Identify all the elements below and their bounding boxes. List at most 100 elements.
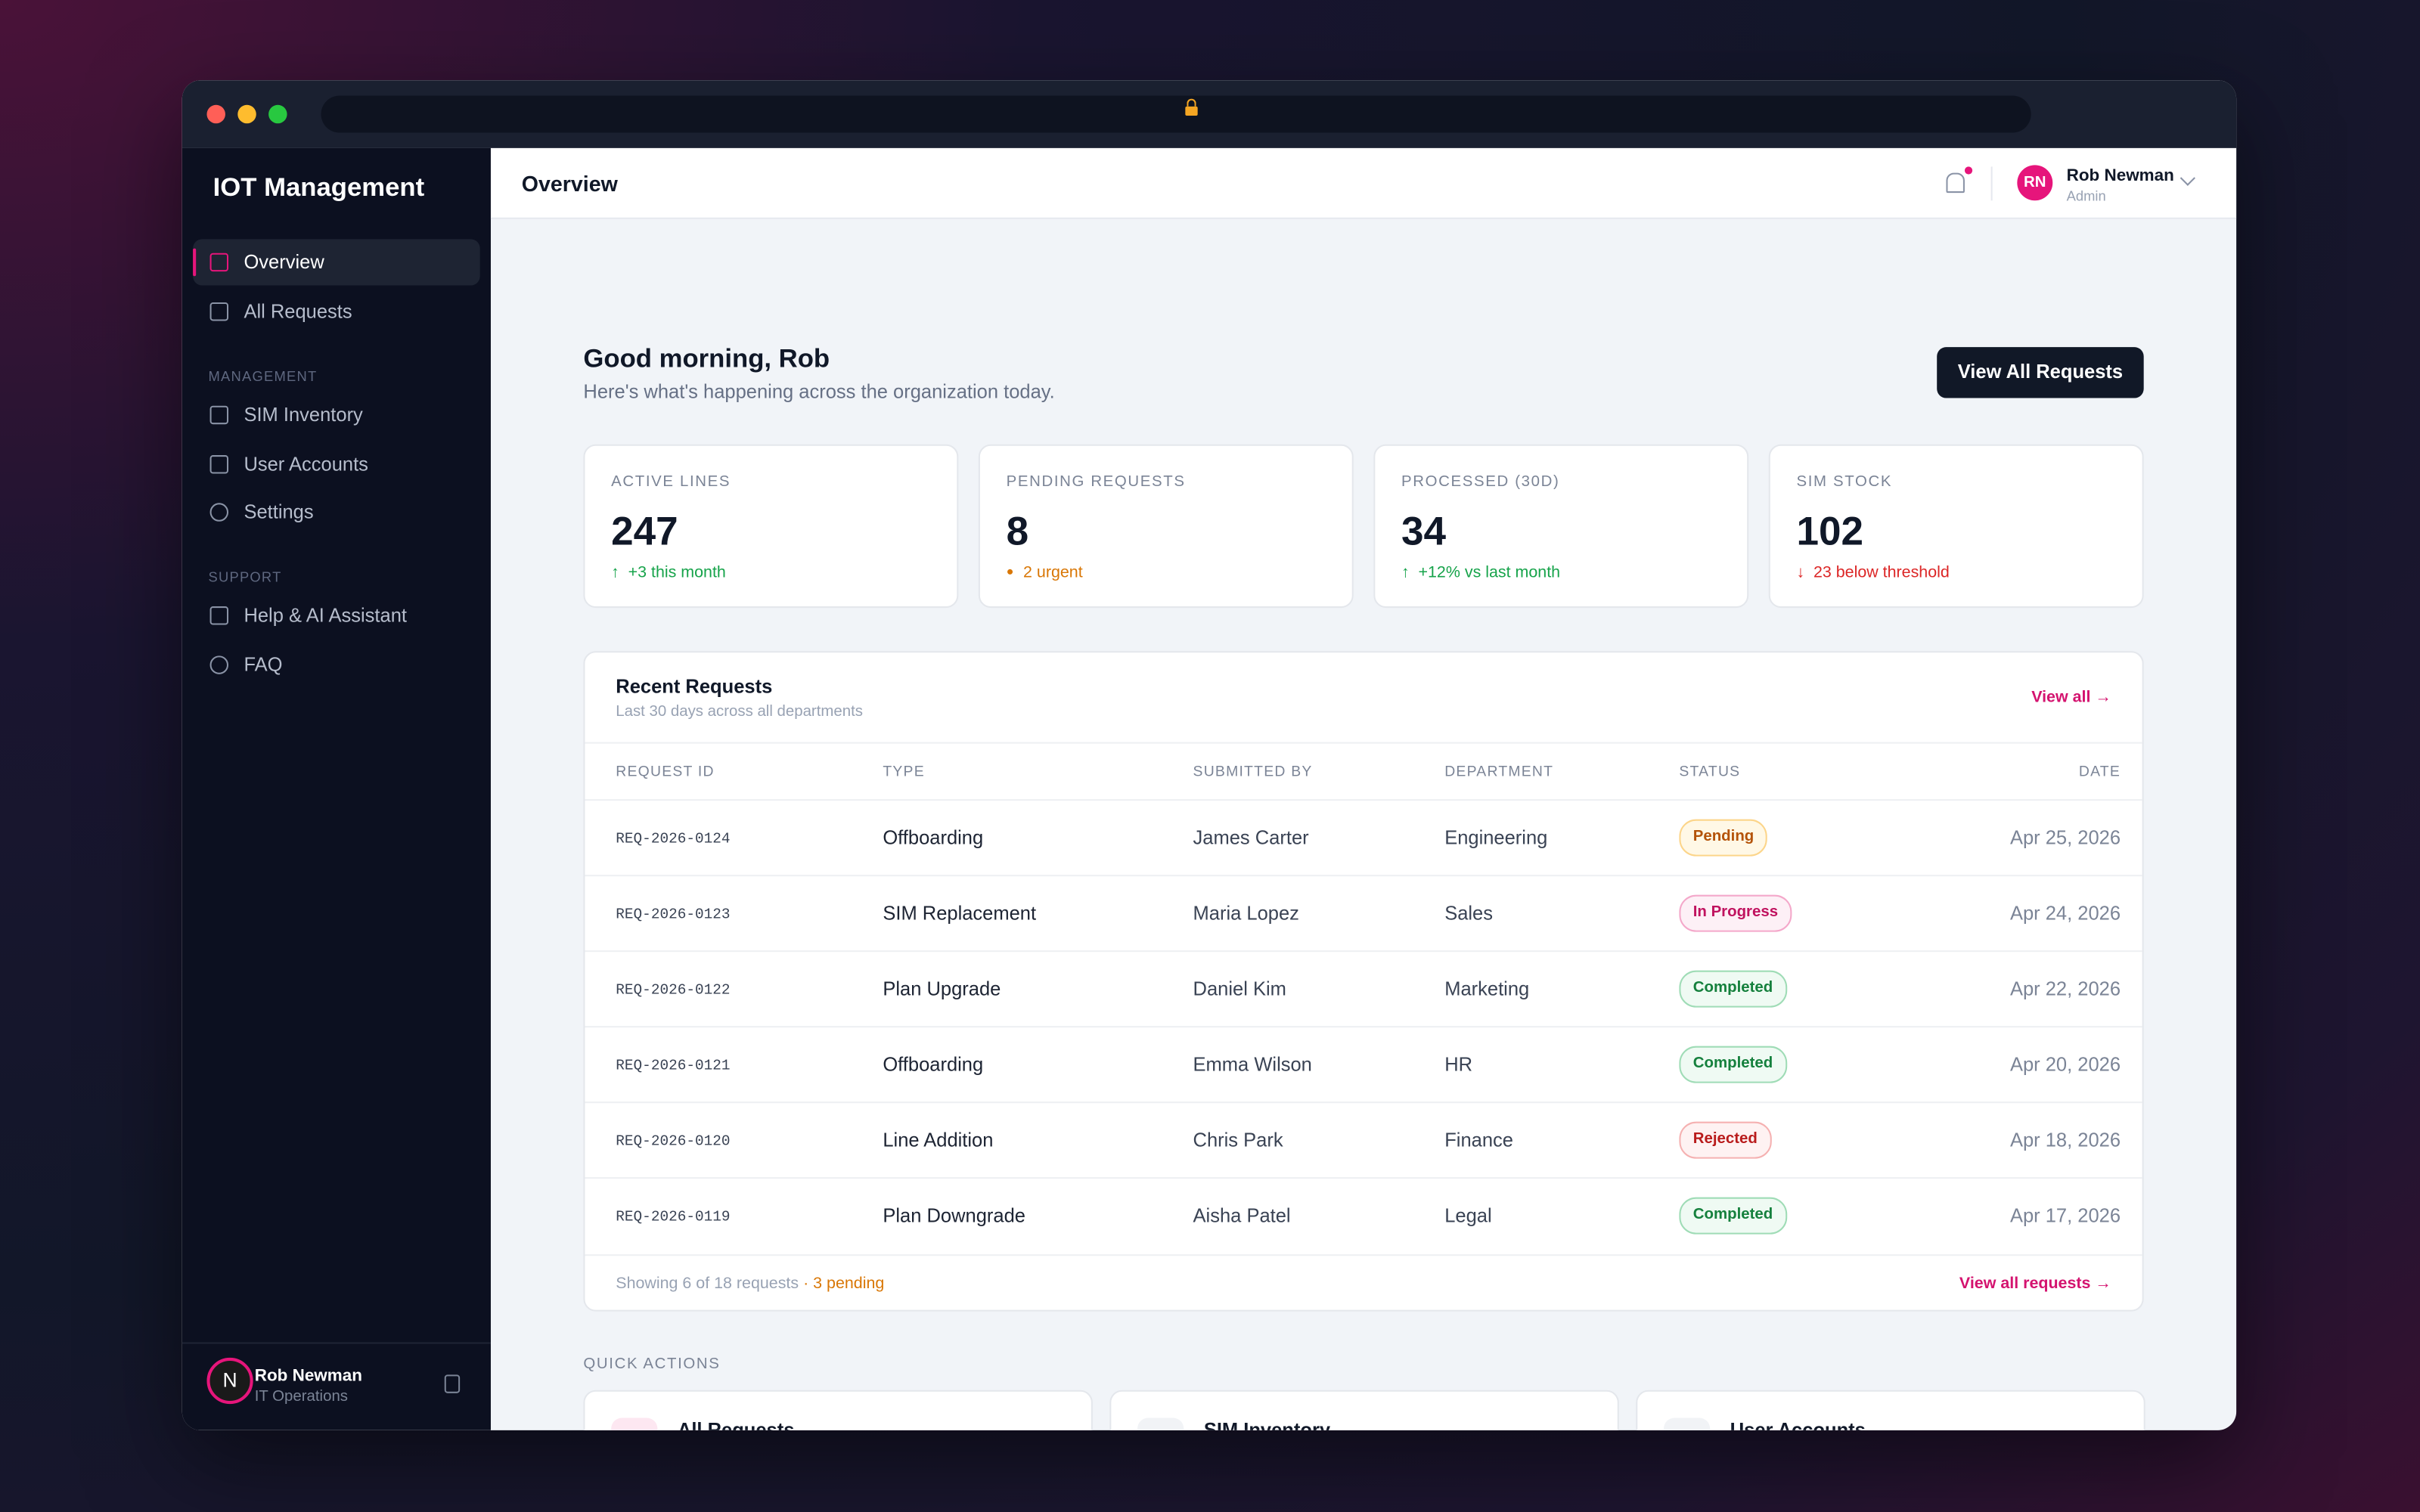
- status-badge: Pending: [1679, 819, 1768, 857]
- nav-label: Help & AI Assistant: [244, 604, 407, 627]
- column-header: REQUEST ID: [616, 764, 715, 781]
- notification-bell[interactable]: [1946, 166, 1973, 194]
- status-badge: In Progress: [1679, 894, 1792, 932]
- nav-label: All Requests: [244, 300, 352, 323]
- content: Good morning, Rob Here's what's happenin…: [491, 219, 2236, 1430]
- table-title: Recent Requests: [616, 675, 773, 698]
- nav-item[interactable]: FAQ: [193, 642, 480, 688]
- stat-card: SIM STOCK 102 23 below threshold: [1768, 444, 2144, 609]
- date: Apr 20, 2026: [2009, 1053, 2121, 1076]
- greeting-subtitle: Here's what's happening across the organ…: [583, 381, 1055, 403]
- stat-note: 23 below threshold: [1796, 563, 1949, 581]
- header-avatar[interactable]: RN: [2017, 165, 2053, 201]
- view-all-requests-button[interactable]: View All Requests: [1937, 347, 2144, 398]
- nav-label: Settings: [244, 501, 314, 523]
- brand: IOT Management: [213, 172, 425, 203]
- sidebar-user[interactable]: N Rob Newman IT Operations: [182, 1342, 491, 1430]
- nav-item[interactable]: Help & AI Assistant: [193, 593, 480, 639]
- address-bar[interactable]: [321, 95, 2031, 133]
- notification-dot: [1964, 166, 1973, 175]
- requests-card: Recent Requests Last 30 days across all …: [583, 651, 2144, 1312]
- header-user-name: Rob Newman: [2066, 166, 2174, 185]
- request-id: REQ-2026-0122: [616, 981, 731, 999]
- footer-pending: · 3 pending: [803, 1274, 885, 1294]
- quick-action-icon: [1137, 1418, 1184, 1430]
- stat-note: +3 this month: [611, 563, 726, 581]
- stat-value: 8: [1006, 507, 1029, 554]
- status-badge: Completed: [1679, 1197, 1787, 1235]
- table-subtitle: Last 30 days across all departments: [616, 703, 863, 721]
- table-footer: Showing 6 of 18 requests · 3 pending: [616, 1275, 884, 1293]
- table-row[interactable]: REQ-2026-0121 Offboarding Emma Wilson HR Com…: [585, 1026, 2142, 1103]
- quick-action-title: User Accounts: [1730, 1420, 1866, 1430]
- column-header: DATE: [2078, 764, 2121, 781]
- department: Engineering: [1444, 826, 1548, 849]
- status-badge: Rejected: [1679, 1121, 1772, 1159]
- nav-icon: [209, 655, 229, 674]
- request-type: Offboarding: [883, 826, 984, 849]
- quick-action[interactable]: All RequestsReview and manage pending it…: [583, 1390, 1093, 1430]
- maximize-button[interactable]: [268, 104, 287, 124]
- lock-icon: [1185, 98, 1198, 116]
- table-row[interactable]: REQ-2026-0120 Line Addition Chris Park Fina…: [585, 1101, 2142, 1179]
- date: Apr 18, 2026: [2009, 1129, 2121, 1151]
- request-id: REQ-2026-0124: [616, 829, 731, 847]
- column-header: TYPE: [883, 764, 925, 781]
- user-menu-chevron[interactable]: [2180, 170, 2195, 186]
- request-type: Plan Upgrade: [883, 978, 1001, 1000]
- logout-button[interactable]: [444, 1374, 461, 1393]
- section-title: MANAGEMENT: [208, 368, 318, 385]
- header-user-role: Admin: [2066, 187, 2106, 204]
- nav-label: SIM Inventory: [244, 404, 363, 426]
- stat-card: PROCESSED (30D) 34 +12% vs last month: [1373, 444, 1749, 609]
- quick-action-icon: [611, 1418, 658, 1430]
- column-header: SUBMITTED BY: [1193, 764, 1313, 781]
- divider: [585, 1254, 2142, 1256]
- nav-icon: [209, 455, 229, 474]
- avatar: N: [206, 1357, 253, 1405]
- view-all-requests-link[interactable]: View all requests →: [1959, 1274, 2111, 1294]
- department: Sales: [1444, 902, 1494, 925]
- title-bar: [182, 80, 2237, 148]
- stat-value: 247: [611, 507, 678, 554]
- stat-card: PENDING REQUESTS 8 2 urgent: [978, 444, 1354, 609]
- greeting-title: Good morning, Rob: [583, 344, 830, 373]
- divider: [585, 742, 2142, 744]
- nav-item[interactable]: All Requests: [193, 289, 480, 335]
- date: Apr 17, 2026: [2009, 1204, 2121, 1227]
- header: Overview RN Rob Newman Admin: [490, 147, 2237, 219]
- department: Finance: [1444, 1129, 1513, 1151]
- nav-icon: [209, 503, 229, 522]
- column-header: DEPARTMENT: [1444, 764, 1554, 781]
- table-row[interactable]: REQ-2026-0124 Offboarding James Carter Engi…: [585, 799, 2142, 876]
- request-id: REQ-2026-0123: [616, 905, 731, 923]
- table-row[interactable]: REQ-2026-0122 Plan Upgrade Daniel Kim Marke…: [585, 950, 2142, 1027]
- stat-note: 2 urgent: [1007, 563, 1083, 581]
- user-role: IT Operations: [254, 1388, 349, 1406]
- section-title: SUPPORT: [208, 569, 282, 585]
- nav-icon: [209, 405, 229, 425]
- view-all-link[interactable]: View all →: [2031, 688, 2111, 707]
- table-row[interactable]: REQ-2026-0119 Plan Downgrade Aisha Patel Le…: [585, 1177, 2142, 1254]
- table-row[interactable]: REQ-2026-0123 SIM Replacement Maria Lopez S…: [585, 875, 2142, 952]
- quick-action[interactable]: User AccountsManage employee accounts an…: [1636, 1390, 2145, 1430]
- footer-count: Showing 6 of 18 requests: [616, 1274, 799, 1294]
- nav-item[interactable]: SIM Inventory: [193, 392, 480, 438]
- request-id: REQ-2026-0119: [616, 1207, 731, 1225]
- nav-item[interactable]: Settings: [193, 489, 480, 535]
- nav-label: User Accounts: [244, 453, 368, 476]
- quick-action[interactable]: SIM Inventory102 in stock — 23 below thr…: [1109, 1390, 1619, 1430]
- nav-icon: [209, 253, 229, 272]
- minimize-button[interactable]: [237, 104, 256, 124]
- stat-label: PENDING REQUESTS: [1006, 473, 1186, 491]
- stat-note: +12% vs last month: [1401, 563, 1560, 581]
- close-button[interactable]: [206, 104, 225, 124]
- nav-item[interactable]: Overview: [193, 239, 480, 286]
- stat-value: 34: [1401, 507, 1447, 554]
- department: Legal: [1444, 1204, 1492, 1227]
- nav-item[interactable]: User Accounts: [193, 442, 480, 488]
- page-title: Overview: [521, 171, 618, 197]
- date: Apr 22, 2026: [2009, 978, 2121, 1000]
- user-name: Rob Newman: [254, 1367, 362, 1386]
